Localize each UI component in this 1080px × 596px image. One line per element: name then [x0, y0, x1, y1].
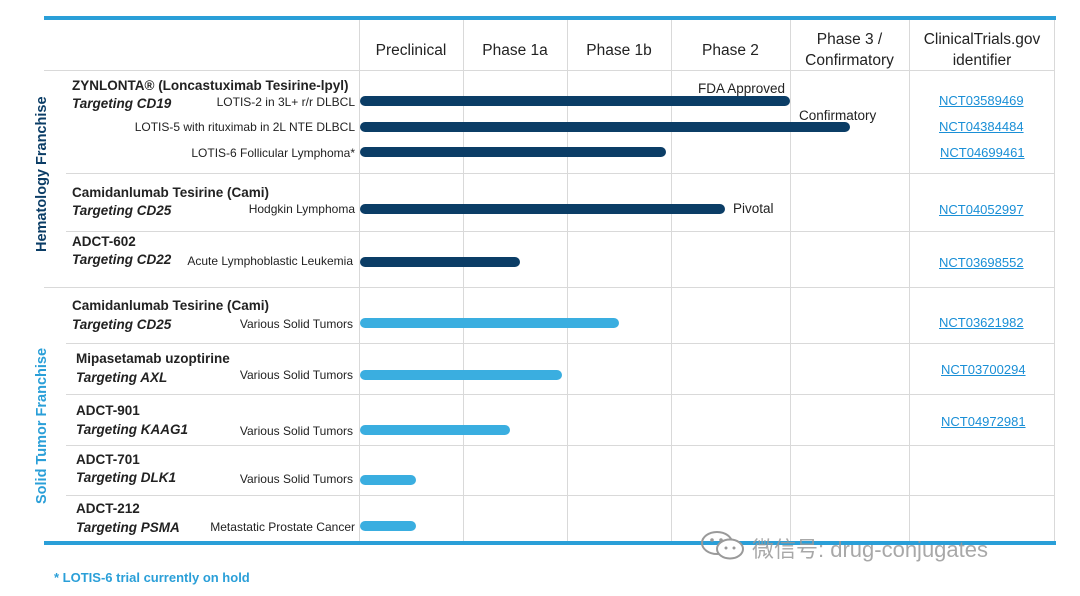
wechat-icon	[701, 531, 744, 560]
franchise-divider	[44, 287, 1055, 288]
drug-target: Targeting CD22	[72, 252, 172, 267]
header-divider	[44, 70, 1055, 71]
drug-name: ZYNLONTA® (Loncastuximab Tesirine-lpyl)	[72, 78, 349, 93]
trial-indication: Various Solid Tumors	[239, 424, 353, 438]
phase-bar	[360, 425, 510, 435]
col-divider	[671, 20, 672, 541]
nct-link[interactable]: NCT04699461	[940, 145, 1025, 160]
drug-name: ADCT-212	[76, 501, 140, 516]
drug-name: ADCT-701	[76, 452, 140, 467]
phase-bar	[360, 204, 725, 214]
nct-link[interactable]: NCT04384484	[939, 119, 1024, 134]
top-rule	[44, 16, 1056, 20]
row-divider	[66, 343, 1055, 344]
annotation-confirmatory: Confirmatory	[799, 108, 877, 123]
drug-target: Targeting DLK1	[76, 470, 177, 485]
drug-target: Targeting CD19	[72, 96, 172, 111]
col-divider	[567, 20, 568, 541]
drug-target: Targeting CD25	[72, 203, 172, 218]
row-divider	[66, 231, 1055, 232]
phase-bar	[360, 96, 790, 106]
nct-link[interactable]: NCT04972981	[941, 414, 1026, 429]
nct-link[interactable]: NCT03698552	[939, 255, 1024, 270]
trial-indication: Hodgkin Lymphoma	[248, 202, 355, 216]
franchise-label-solid-tumor: Solid Tumor Franchise	[34, 347, 50, 504]
col-divider	[790, 20, 791, 541]
drug-name: Camidanlumab Tesirine (Cami)	[72, 298, 270, 313]
nct-link[interactable]: NCT03700294	[941, 362, 1026, 377]
trial-indication: Various Solid Tumors	[239, 368, 353, 382]
franchise-label-hematology: Hematology Franchise	[34, 96, 50, 252]
header-phase-3: Phase 3 / Confirmatory	[805, 31, 894, 69]
annotation-pivotal: Pivotal	[733, 201, 774, 216]
phase-bar	[360, 122, 850, 132]
drug-name: Camidanlumab Tesirine (Cami)	[72, 185, 270, 200]
phase-bar	[360, 521, 417, 531]
drug-target: Targeting CD25	[72, 317, 172, 332]
trial-indication: Various Solid Tumors	[239, 472, 353, 486]
header-phase-1a: Phase 1a	[482, 42, 548, 59]
drug-name: ADCT-901	[76, 403, 140, 418]
bottom-rule	[44, 541, 1056, 545]
drug-target: Targeting PSMA	[76, 520, 180, 535]
nct-link[interactable]: NCT04052997	[939, 202, 1024, 217]
col-divider	[1054, 20, 1055, 541]
drug-target: Targeting KAAG1	[76, 422, 189, 437]
drug-name: Mipasetamab uzoptirine	[76, 351, 230, 366]
phase-bar	[360, 257, 521, 267]
row-divider	[66, 495, 1055, 496]
trial-indication: Acute Lymphoblastic Leukemia	[187, 254, 353, 268]
phase-bar	[360, 318, 619, 328]
drug-name: ADCT-602	[72, 234, 136, 249]
annotation-fda-approved: FDA Approved	[698, 81, 786, 96]
row-divider	[66, 173, 1055, 174]
col-divider	[463, 20, 464, 541]
header-phase-2: Phase 2	[702, 42, 759, 59]
nct-link[interactable]: NCT03621982	[939, 315, 1024, 330]
trial-indication: LOTIS-6 Follicular Lymphoma*	[191, 146, 355, 160]
phase-bar	[360, 147, 666, 157]
trial-indication: Various Solid Tumors	[239, 317, 353, 331]
trial-indication: LOTIS-2 in 3L+ r/r DLBCL	[216, 95, 355, 109]
trial-indication: LOTIS-5 with rituximab in 2L NTE DLBCL	[134, 120, 355, 134]
nct-link[interactable]: NCT03589469	[939, 93, 1024, 108]
watermark-text: 微信号: drug-conjugates	[752, 537, 988, 562]
phase-bar	[360, 475, 417, 485]
phase-bar	[360, 370, 562, 380]
header-identifier: ClinicalTrials.gov identifier	[923, 31, 1041, 69]
trial-indication: Metastatic Prostate Cancer	[210, 520, 355, 534]
row-divider	[66, 394, 1055, 395]
col-divider	[909, 20, 910, 541]
col-divider	[359, 20, 360, 541]
header-phase-1b: Phase 1b	[586, 42, 652, 59]
header-preclinical: Preclinical	[375, 42, 447, 59]
drug-target: Targeting AXL	[76, 370, 168, 385]
row-divider	[66, 445, 1055, 446]
footnote: * LOTIS-6 trial currently on hold	[54, 570, 250, 585]
